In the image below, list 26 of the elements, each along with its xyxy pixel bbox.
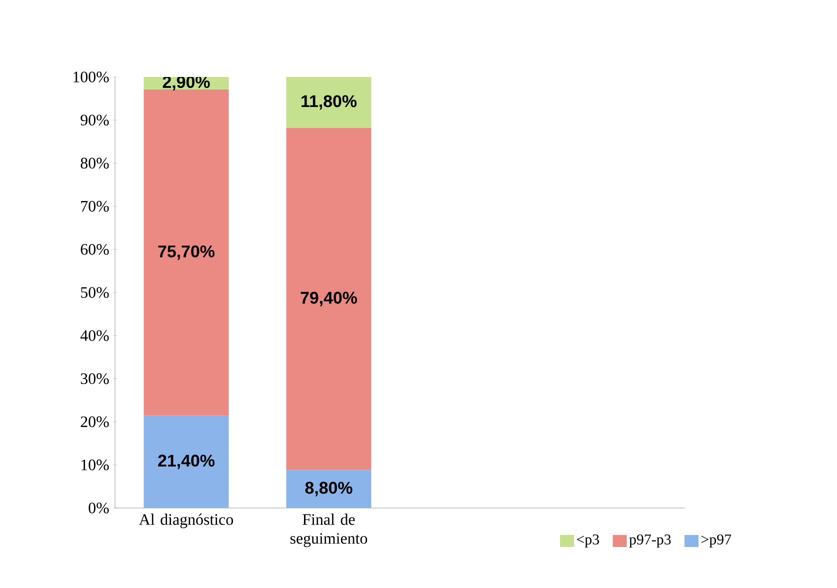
y-tick-label: 90% bbox=[80, 114, 109, 126]
y-tick-label: 30% bbox=[80, 373, 109, 384]
bar bbox=[286, 76, 372, 128]
y-tick-label: 70% bbox=[81, 200, 109, 212]
y-tick-label: 20% bbox=[80, 416, 109, 428]
legend-label: p97-p3 bbox=[629, 534, 671, 548]
bar bbox=[286, 128, 372, 470]
y-tick-label: 40% bbox=[80, 330, 109, 341]
data-label: 79,40% bbox=[300, 292, 358, 306]
y-tick-label: 60% bbox=[80, 244, 109, 255]
y-tick-label: 0% bbox=[88, 502, 109, 514]
y-tick-label: 50% bbox=[81, 287, 109, 298]
bar bbox=[144, 89, 229, 416]
bar bbox=[286, 470, 372, 508]
bar bbox=[144, 416, 229, 508]
legend-label: >p97 bbox=[701, 534, 732, 548]
data-label: 11,80% bbox=[302, 95, 357, 110]
y-tick-label: 80% bbox=[80, 158, 109, 169]
legend-label: <p3 bbox=[576, 534, 599, 548]
y-tick-label: 100% bbox=[74, 72, 109, 82]
y-tick-label: 10% bbox=[82, 460, 109, 470]
data-label: 21,40% bbox=[158, 454, 215, 470]
data-label: 75,70% bbox=[158, 245, 215, 260]
x-tick-label: Final de seguimiento bbox=[290, 514, 368, 548]
data-label: 8,80% bbox=[305, 482, 352, 496]
x-tick-label: Al diagnóstico bbox=[139, 514, 234, 528]
